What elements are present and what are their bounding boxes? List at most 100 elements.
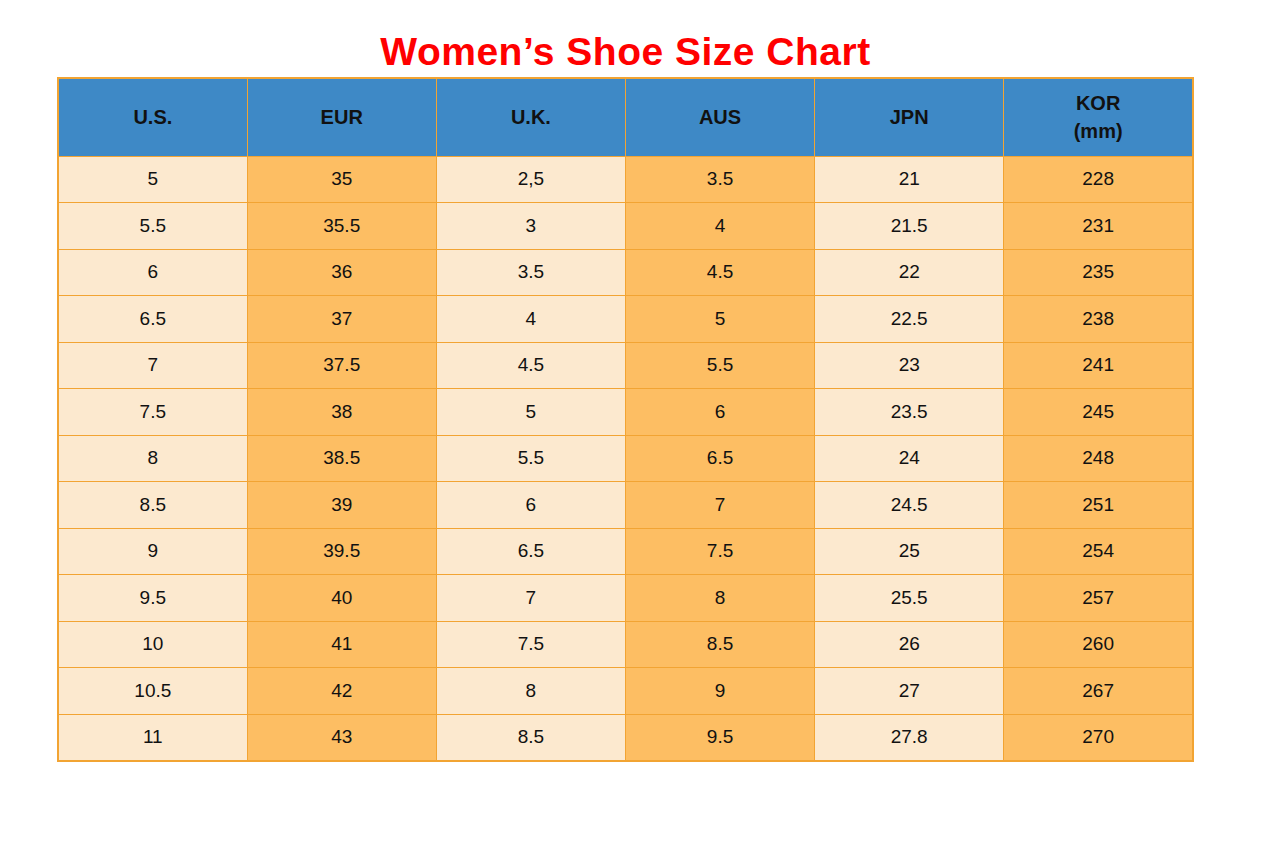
table-cell: 35.5 (247, 203, 436, 250)
table-cell: 22 (815, 249, 1004, 296)
column-header: EUR (247, 78, 436, 156)
table-cell: 8.5 (625, 621, 814, 668)
table-row: 737.54.55.523241 (58, 342, 1193, 389)
table-cell: 21.5 (815, 203, 1004, 250)
table-cell: 241 (1004, 342, 1193, 389)
table-cell: 37 (247, 296, 436, 343)
page-title: Women’s Shoe Size Chart (57, 0, 1194, 77)
table-cell: 4 (625, 203, 814, 250)
table-cell: 270 (1004, 714, 1193, 761)
table-cell: 23 (815, 342, 1004, 389)
table-cell: 35 (247, 156, 436, 203)
table-cell: 7.5 (436, 621, 625, 668)
table-cell: 8 (58, 435, 247, 482)
table-cell: 5.5 (58, 203, 247, 250)
table-cell: 245 (1004, 389, 1193, 436)
size-table: U.S.EURU.K.AUSJPNKOR (mm) 5352,53.521228… (57, 77, 1194, 762)
table-cell: 22.5 (815, 296, 1004, 343)
table-cell: 5 (436, 389, 625, 436)
table-cell: 3 (436, 203, 625, 250)
table-cell: 4 (436, 296, 625, 343)
table-cell: 7 (58, 342, 247, 389)
table-cell: 36 (247, 249, 436, 296)
table-cell: 6 (625, 389, 814, 436)
table-cell: 39.5 (247, 528, 436, 575)
table-cell: 8.5 (436, 714, 625, 761)
table-cell: 25.5 (815, 575, 1004, 622)
column-header: U.S. (58, 78, 247, 156)
table-row: 6.5374522.5238 (58, 296, 1193, 343)
table-row: 5352,53.521228 (58, 156, 1193, 203)
table-row: 10.5428927267 (58, 668, 1193, 715)
table-cell: 40 (247, 575, 436, 622)
table-cell: 25 (815, 528, 1004, 575)
table-cell: 248 (1004, 435, 1193, 482)
table-cell: 37.5 (247, 342, 436, 389)
table-cell: 6.5 (436, 528, 625, 575)
table-row: 5.535.53421.5231 (58, 203, 1193, 250)
table-cell: 254 (1004, 528, 1193, 575)
header-row: U.S.EURU.K.AUSJPNKOR (mm) (58, 78, 1193, 156)
column-header: AUS (625, 78, 814, 156)
table-cell: 9.5 (625, 714, 814, 761)
table-cell: 2,5 (436, 156, 625, 203)
table-cell: 5 (625, 296, 814, 343)
table-cell: 27 (815, 668, 1004, 715)
table-row: 11438.59.527.8270 (58, 714, 1193, 761)
table-cell: 9 (58, 528, 247, 575)
table-cell: 267 (1004, 668, 1193, 715)
table-cell: 4.5 (436, 342, 625, 389)
table-cell: 251 (1004, 482, 1193, 529)
table-cell: 7 (436, 575, 625, 622)
table-cell: 23.5 (815, 389, 1004, 436)
table-cell: 8 (625, 575, 814, 622)
table-cell: 10.5 (58, 668, 247, 715)
table-cell: 8 (436, 668, 625, 715)
table-cell: 10 (58, 621, 247, 668)
table-head: U.S.EURU.K.AUSJPNKOR (mm) (58, 78, 1193, 156)
column-header: JPN (815, 78, 1004, 156)
table-cell: 38.5 (247, 435, 436, 482)
table-body: 5352,53.5212285.535.53421.52316363.54.52… (58, 156, 1193, 761)
table-cell: 11 (58, 714, 247, 761)
table-cell: 5.5 (625, 342, 814, 389)
table-cell: 260 (1004, 621, 1193, 668)
table-cell: 43 (247, 714, 436, 761)
table-row: 838.55.56.524248 (58, 435, 1193, 482)
table-cell: 3.5 (625, 156, 814, 203)
table-cell: 21 (815, 156, 1004, 203)
table-cell: 42 (247, 668, 436, 715)
table-cell: 26 (815, 621, 1004, 668)
table-cell: 6 (58, 249, 247, 296)
table-cell: 27.8 (815, 714, 1004, 761)
page-container: Women’s Shoe Size Chart U.S.EURU.K.AUSJP… (57, 0, 1194, 762)
column-header: KOR (mm) (1004, 78, 1193, 156)
table-row: 8.5396724.5251 (58, 482, 1193, 529)
table-cell: 41 (247, 621, 436, 668)
table-cell: 5 (58, 156, 247, 203)
table-cell: 7.5 (58, 389, 247, 436)
table-cell: 4.5 (625, 249, 814, 296)
table-row: 10417.58.526260 (58, 621, 1193, 668)
table-cell: 7 (625, 482, 814, 529)
table-cell: 257 (1004, 575, 1193, 622)
table-cell: 228 (1004, 156, 1193, 203)
table-cell: 3.5 (436, 249, 625, 296)
table-cell: 8.5 (58, 482, 247, 529)
table-cell: 231 (1004, 203, 1193, 250)
table-cell: 5.5 (436, 435, 625, 482)
table-cell: 39 (247, 482, 436, 529)
table-cell: 6.5 (58, 296, 247, 343)
table-cell: 238 (1004, 296, 1193, 343)
column-header: U.K. (436, 78, 625, 156)
table-cell: 7.5 (625, 528, 814, 575)
table-cell: 6 (436, 482, 625, 529)
table-cell: 235 (1004, 249, 1193, 296)
table-cell: 38 (247, 389, 436, 436)
table-row: 9.5407825.5257 (58, 575, 1193, 622)
table-cell: 24 (815, 435, 1004, 482)
table-row: 939.56.57.525254 (58, 528, 1193, 575)
table-cell: 9.5 (58, 575, 247, 622)
table-row: 7.5385623.5245 (58, 389, 1193, 436)
table-row: 6363.54.522235 (58, 249, 1193, 296)
